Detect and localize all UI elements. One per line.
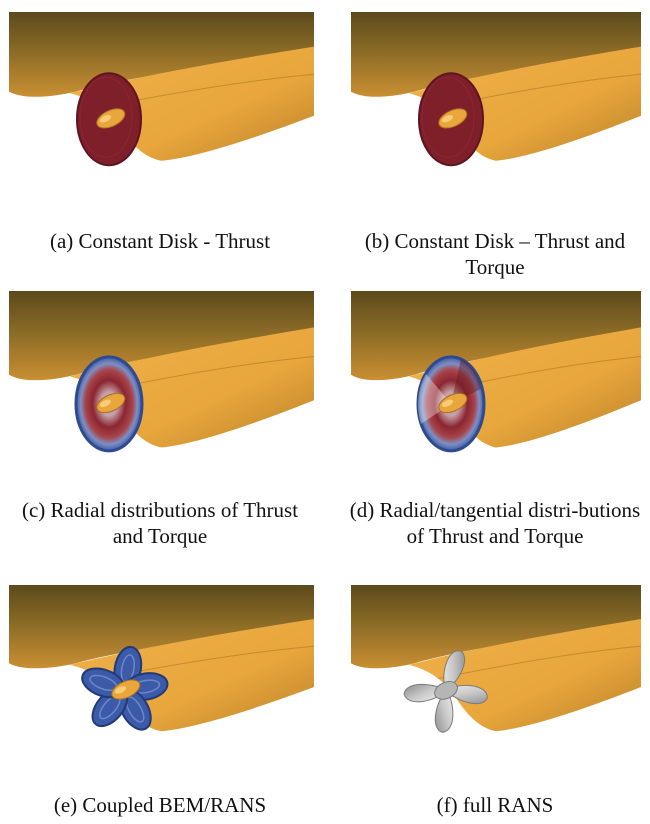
- hull-skeg: [409, 619, 641, 732]
- hull-surface: [9, 585, 314, 669]
- propeller-hub: [438, 392, 468, 414]
- propeller-hub: [438, 108, 468, 129]
- hull-surface: [9, 12, 314, 97]
- caption-a: (a) Constant Disk - Thrust: [49, 229, 271, 253]
- caption-d: (d) Radial/tangential distri-butions of …: [349, 498, 641, 548]
- caption-e: (e) Coupled BEM/RANS: [53, 793, 267, 817]
- propeller-hub: [96, 392, 126, 414]
- hull-surface: [351, 585, 641, 669]
- propeller-hub: [111, 679, 141, 700]
- caption-b: (b) Constant Disk – Thrust and Torque: [364, 229, 626, 279]
- propeller-hub: [96, 108, 126, 129]
- hull-surface: [9, 291, 314, 381]
- propeller-blades: [403, 650, 488, 733]
- panel-d-figure: [351, 291, 641, 473]
- propeller-hub: [434, 681, 458, 700]
- panel-b-figure: [351, 12, 641, 185]
- panel-f-figure: [351, 585, 641, 755]
- panel-a-figure: [9, 12, 314, 185]
- caption-f: (f) full RANS: [436, 793, 554, 817]
- hull-surface: [351, 12, 641, 97]
- hull-surface: [351, 291, 641, 381]
- panel-e-figure: [9, 585, 314, 755]
- caption-c: (c) Radial distributions of Thrust and T…: [21, 498, 299, 548]
- panel-c-figure: [9, 291, 314, 473]
